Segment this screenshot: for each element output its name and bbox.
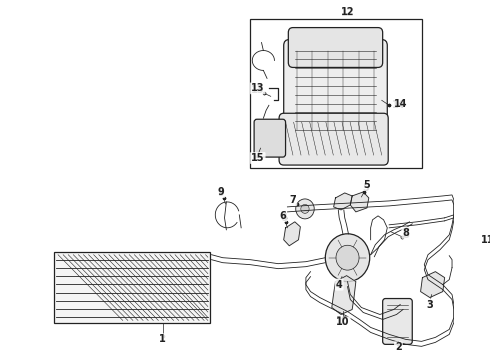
Text: 6: 6 [280, 213, 287, 223]
FancyBboxPatch shape [254, 119, 286, 157]
Text: 14: 14 [392, 100, 405, 110]
Text: 10: 10 [336, 318, 350, 328]
FancyBboxPatch shape [383, 298, 412, 345]
Text: 3: 3 [426, 300, 433, 310]
Polygon shape [332, 276, 356, 315]
Text: 15: 15 [251, 153, 265, 163]
Text: 8: 8 [402, 228, 409, 238]
Text: 9: 9 [218, 188, 224, 198]
Polygon shape [334, 193, 352, 210]
Text: 12: 12 [341, 8, 354, 18]
Text: 10: 10 [336, 316, 350, 327]
Text: 4: 4 [335, 280, 342, 289]
Text: 13: 13 [251, 84, 265, 93]
Text: 5: 5 [364, 180, 370, 190]
Text: 9: 9 [218, 187, 224, 197]
Text: 8: 8 [402, 230, 409, 240]
Circle shape [301, 204, 309, 213]
Text: 11: 11 [481, 235, 490, 245]
Circle shape [296, 199, 314, 219]
Text: 4: 4 [336, 280, 343, 289]
Text: 12: 12 [341, 6, 354, 17]
Text: 2: 2 [395, 342, 402, 352]
Text: 6: 6 [279, 211, 286, 221]
FancyBboxPatch shape [284, 40, 387, 146]
Text: 1: 1 [159, 334, 166, 345]
Circle shape [325, 234, 370, 282]
Text: 5: 5 [363, 183, 369, 193]
Polygon shape [350, 192, 369, 212]
Bar [250, 19, 421, 168]
Bar [54, 252, 210, 323]
Polygon shape [284, 222, 300, 246]
Text: 3: 3 [426, 300, 433, 310]
Circle shape [336, 245, 359, 270]
FancyBboxPatch shape [279, 113, 388, 165]
FancyBboxPatch shape [288, 28, 383, 67]
Text: 1: 1 [159, 334, 166, 345]
Polygon shape [420, 272, 444, 298]
Text: 7: 7 [290, 195, 296, 205]
Text: 13: 13 [251, 85, 265, 95]
Text: 14: 14 [393, 99, 407, 109]
Text: 11: 11 [481, 235, 490, 245]
Text: 15: 15 [251, 153, 265, 163]
Text: 2: 2 [395, 342, 402, 352]
Text: 7: 7 [290, 195, 296, 205]
